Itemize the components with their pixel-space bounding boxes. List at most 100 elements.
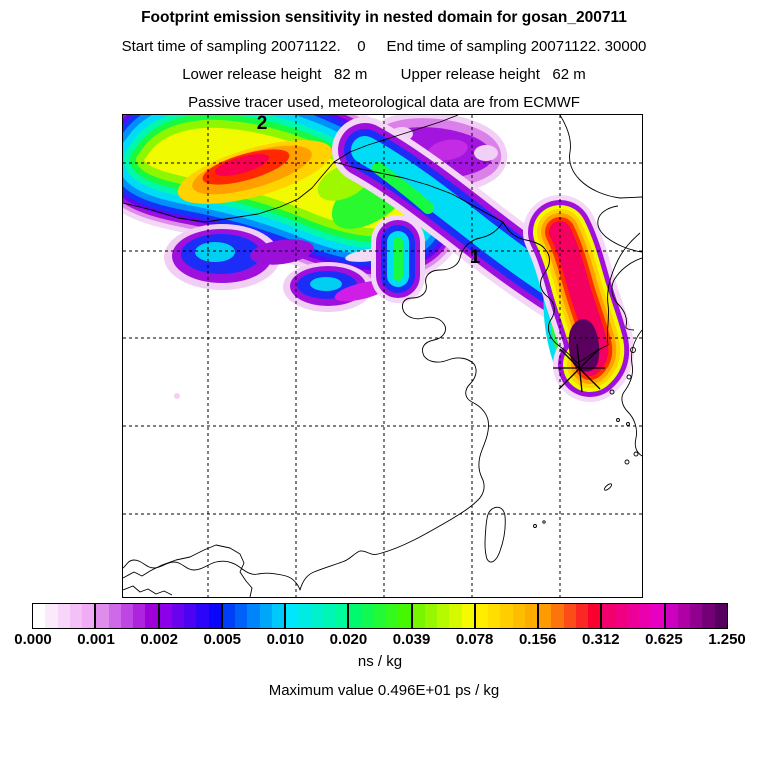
- border-vietnam: [123, 585, 173, 596]
- colorbar-cell: [57, 604, 70, 628]
- colorbar-cell: [310, 604, 323, 628]
- colorbar-tick: 0.156: [518, 631, 557, 648]
- colorbar-cell: [461, 604, 474, 628]
- colorbar-cell: [45, 604, 58, 628]
- colorbar-cell: [96, 604, 109, 628]
- colorbar-cell: [159, 604, 172, 628]
- colorbar-cell: [412, 604, 425, 628]
- colorbar-cell: [322, 604, 336, 628]
- trajectory-day-label: 2: [257, 115, 268, 134]
- coast-russia-east: [559, 115, 642, 199]
- colorbar-block: [349, 604, 413, 628]
- colorbar-cell: [488, 604, 501, 628]
- colorbar-tick: 0.312: [582, 631, 620, 648]
- release-heights-line: Lower release height 82 m Upper release …: [182, 66, 586, 83]
- colorbar-block: [602, 604, 666, 628]
- coast-vladivostok-bay: [597, 205, 642, 253]
- colorbar-cell: [575, 604, 589, 628]
- island: [624, 459, 630, 465]
- colorbar-cell: [714, 604, 727, 628]
- colorbar-cell: [639, 604, 652, 628]
- colorbar-cell: [184, 604, 197, 628]
- colorbar-tick: 0.625: [645, 631, 683, 648]
- colorbar-tick: 0.000: [14, 631, 52, 648]
- figure-header: Footprint emission sensitivity in nested…: [0, 0, 768, 111]
- colorbar-cell: [120, 604, 134, 628]
- colorbar-block: [33, 604, 97, 628]
- colorbar-cell: [82, 604, 95, 628]
- colorbar-cell: [690, 604, 703, 628]
- colorbar-block: [286, 604, 350, 628]
- colorbar-cell: [235, 604, 248, 628]
- colorbar-tick-labels: 0.000 0.001 0.002 0.005 0.010 0.020 0.039 0.078…: [0, 631, 768, 649]
- coast-taiwan: [484, 506, 506, 563]
- faint-spot: [174, 393, 180, 399]
- colorbar-cell: [677, 604, 691, 628]
- marker-layer: 21: [257, 115, 605, 393]
- colorbar-cell: [349, 604, 362, 628]
- island-okinawa: [603, 483, 613, 491]
- colorbar-cell: [108, 604, 121, 628]
- colorbar-cell: [145, 604, 158, 628]
- colorbar-cell: [33, 604, 46, 628]
- island: [616, 418, 620, 422]
- colorbar-cell: [222, 604, 236, 628]
- colorbar-cell: [196, 604, 209, 628]
- coast-korea: [540, 232, 641, 364]
- island: [626, 374, 632, 380]
- colorbar-cell: [424, 604, 438, 628]
- colorbar-cell: [475, 604, 489, 628]
- colorbar-block: [539, 604, 603, 628]
- colorbar-tick: 0.078: [455, 631, 494, 648]
- coast-kyushu: [621, 329, 642, 457]
- colorbar-tick: 0.020: [329, 631, 368, 648]
- colorbar-cell: [563, 604, 576, 628]
- coast-manchuria: [333, 161, 546, 250]
- colorbar-block: [159, 604, 223, 628]
- tracer-meteo-line: Passive tracer used, meteorological data…: [188, 94, 580, 111]
- trajectory-day-label: 1: [470, 247, 481, 268]
- colorbar-cell: [361, 604, 374, 628]
- colorbar-cell: [539, 604, 552, 628]
- colorbar-cell: [69, 604, 82, 628]
- plume-maximum-core: [568, 319, 600, 372]
- plume-source-limb: [523, 195, 635, 402]
- colorbar-cell: [133, 604, 146, 628]
- colorbar-cell: [614, 604, 627, 628]
- border-southwest-china: [123, 544, 253, 597]
- colorbar-cell: [171, 604, 185, 628]
- colorbar-cell: [449, 604, 462, 628]
- colorbar-tick: 0.002: [140, 631, 178, 648]
- colorbar-tick: 0.001: [77, 631, 115, 648]
- plume-south-patches: [164, 224, 395, 312]
- colorbar-tick: 0.010: [266, 631, 305, 648]
- colorbar-unit: ns / kg: [357, 653, 403, 670]
- figure-title: Footprint emission sensitivity in nested…: [141, 9, 627, 26]
- island: [533, 524, 537, 528]
- colorbar-cell: [551, 604, 564, 628]
- source-star-marker: [559, 348, 601, 390]
- colorbar-block: [96, 604, 160, 628]
- colorbar-block: [412, 604, 476, 628]
- colorbar-cell: [665, 604, 678, 628]
- colorbar-cell: [259, 604, 272, 628]
- island: [542, 520, 546, 524]
- island: [630, 347, 636, 353]
- colorbar-cell: [702, 604, 715, 628]
- island-tsushima: [609, 389, 615, 395]
- colorbar-cell: [373, 604, 387, 628]
- colorbar-cell: [335, 604, 348, 628]
- colorbar-cell: [398, 604, 411, 628]
- colorbar-blocks: [33, 604, 727, 628]
- coast-china: [123, 221, 504, 591]
- colorbar-cell: [602, 604, 615, 628]
- island: [626, 422, 630, 426]
- colorbar-cell: [437, 604, 450, 628]
- colorbar-tick: 0.039: [392, 631, 431, 648]
- max-value-label: Maximum value 0.496E+01 ps / kg: [268, 682, 500, 699]
- colorbar-block: [665, 604, 727, 628]
- graticule: [123, 115, 642, 597]
- colorbar-cell: [512, 604, 525, 628]
